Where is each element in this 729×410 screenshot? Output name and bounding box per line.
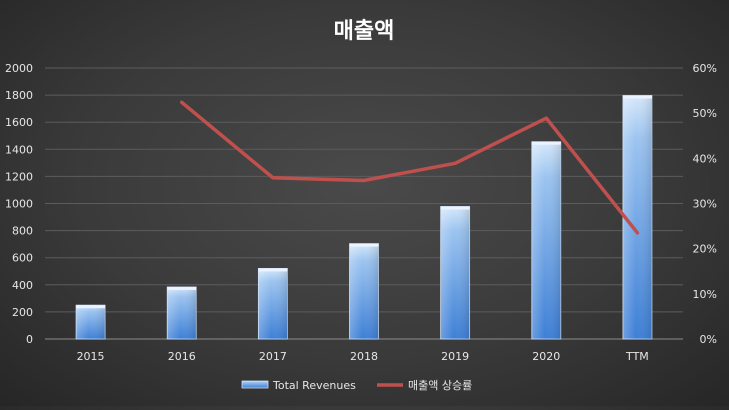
x-tick-label: 2020	[532, 350, 560, 363]
x-tick-label: TTM	[625, 350, 649, 363]
legend-bar-swatch	[241, 380, 269, 389]
x-tick-label: 2015	[77, 350, 105, 363]
left-tick-label: 0	[26, 333, 33, 346]
left-tick-label: 200	[12, 306, 33, 319]
left-tick-label: 1800	[5, 89, 33, 102]
right-tick-label: 20%	[693, 243, 717, 256]
bar-shading	[349, 243, 379, 339]
bar-top	[440, 206, 470, 210]
left-tick-label: 1400	[5, 143, 33, 156]
legend-line-label: 매출액 상승률	[408, 379, 472, 392]
chart-title: 매출액	[334, 19, 395, 44]
growth-line	[179, 100, 640, 235]
x-tick-label: 2016	[168, 350, 196, 363]
bar-top	[76, 305, 106, 309]
bar-shading	[622, 95, 652, 339]
legend: Total Revenues 매출액 상승률	[241, 379, 472, 392]
legend-bar-label: Total Revenues	[272, 379, 356, 392]
bar-top	[622, 95, 652, 99]
left-tick-label: 400	[12, 279, 33, 292]
left-tick-label: 1600	[5, 116, 33, 129]
bar-top	[258, 268, 288, 272]
left-tick-label: 800	[12, 225, 33, 238]
x-axis: 2015 2016 2017 2018 2019 2020 TTM	[77, 350, 649, 363]
right-tick-label: 40%	[693, 152, 717, 165]
bar-shading	[167, 286, 197, 339]
left-tick-label: 600	[12, 252, 33, 265]
bar-top	[167, 286, 197, 290]
x-tick-label: 2019	[441, 350, 469, 363]
left-tick-label: 1000	[5, 198, 33, 211]
right-tick-label: 50%	[693, 107, 717, 120]
right-tick-label: 0%	[700, 333, 717, 346]
right-tick-label: 10%	[693, 288, 717, 301]
right-tick-label: 60%	[693, 62, 717, 75]
x-tick-label: 2017	[259, 350, 287, 363]
bar-series	[75, 95, 653, 340]
x-tick-label: 2018	[350, 350, 378, 363]
left-axis: 0 200 400 600 800 1000 1200 1400 1600 1800 2000	[5, 62, 33, 346]
bar-shading	[531, 141, 561, 339]
line-series	[179, 100, 640, 235]
bar-shading	[76, 305, 106, 339]
left-tick-label: 2000	[5, 62, 33, 75]
bar-shading	[440, 206, 470, 339]
gridlines	[45, 67, 683, 340]
bar-shading	[258, 268, 288, 339]
right-axis: 0% 10% 20% 30% 40% 50% 60%	[693, 62, 717, 346]
left-tick-label: 1200	[5, 170, 33, 183]
bar-top	[349, 243, 379, 247]
right-tick-label: 30%	[693, 198, 717, 211]
bar-top	[531, 141, 561, 145]
